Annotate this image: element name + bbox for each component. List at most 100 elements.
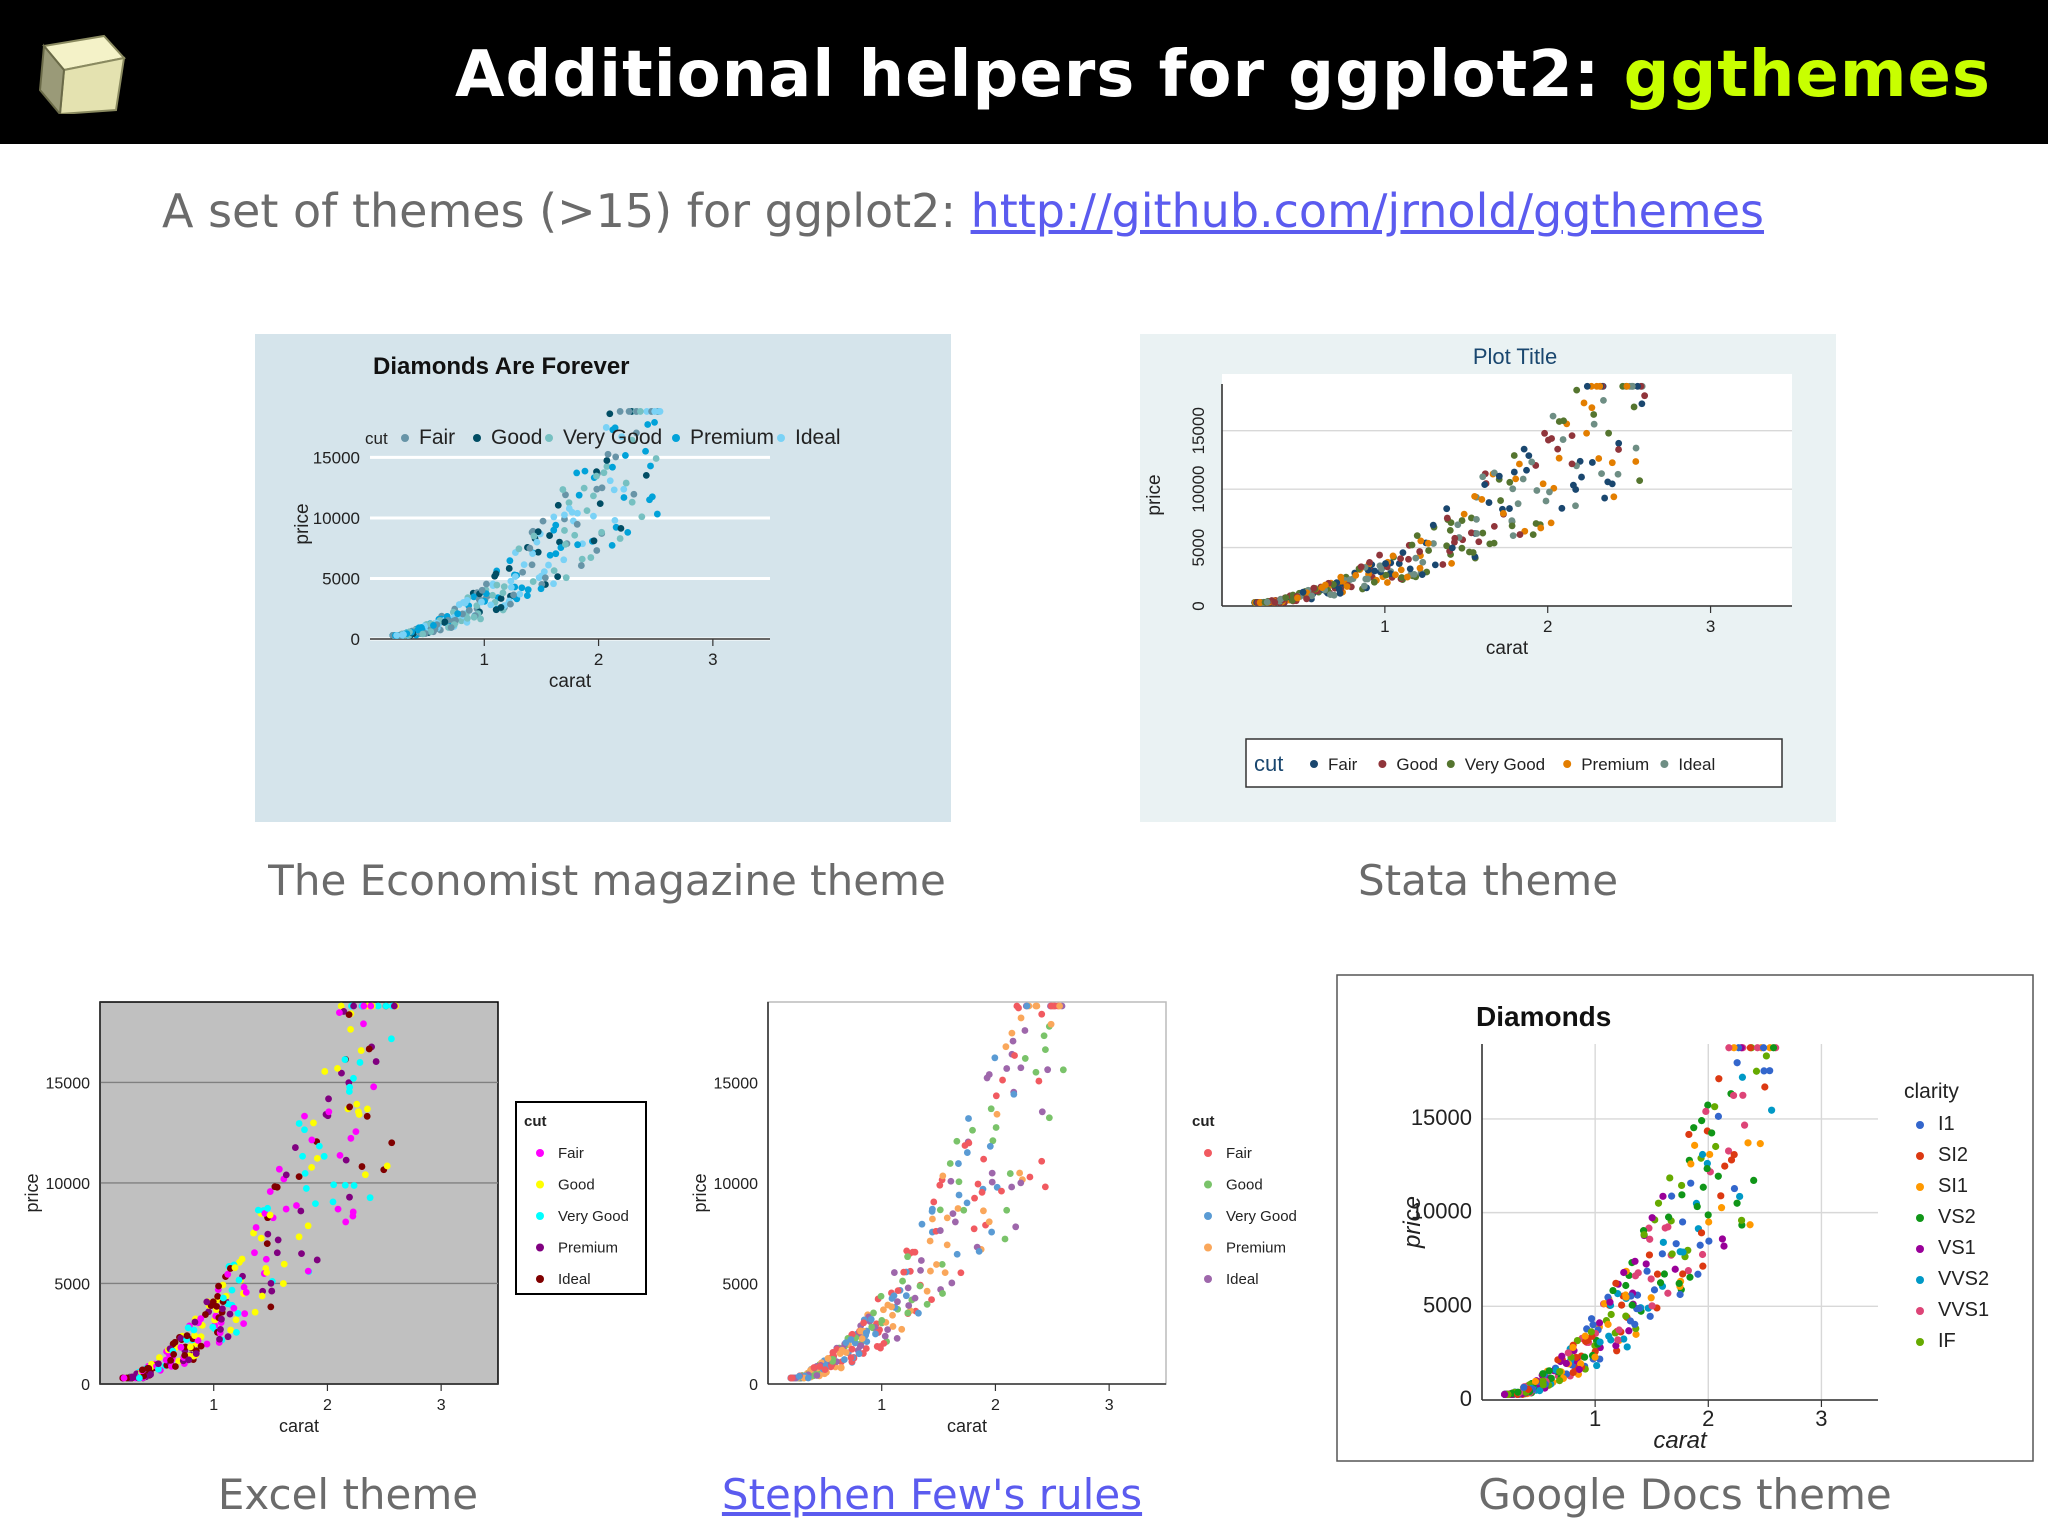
data-point	[1040, 1032, 1048, 1040]
data-point	[1691, 1141, 1699, 1149]
data-point	[894, 1287, 902, 1295]
x-tick-label: 1	[209, 1397, 218, 1414]
page-title: Additional helpers for ggplot2: ggthemes	[455, 38, 1991, 112]
legend-key	[1204, 1180, 1212, 1189]
data-point	[1607, 1310, 1615, 1319]
data-point	[1660, 1270, 1669, 1278]
data-point	[862, 1329, 870, 1337]
data-point	[301, 1169, 309, 1177]
data-point	[266, 1211, 274, 1219]
data-point	[1715, 1075, 1723, 1083]
data-point	[352, 1128, 360, 1136]
data-point	[455, 601, 463, 608]
data-point	[250, 1229, 257, 1237]
data-point	[1303, 595, 1310, 603]
data-point	[1533, 487, 1541, 494]
data-point	[233, 1328, 240, 1336]
data-point	[856, 1327, 864, 1335]
data-point	[824, 1355, 832, 1362]
data-point	[612, 453, 620, 461]
data-point	[1641, 392, 1649, 400]
data-point	[860, 1319, 868, 1327]
data-point	[1737, 1216, 1746, 1224]
data-point	[969, 1126, 976, 1134]
legend-title: cut	[1192, 1113, 1215, 1130]
data-point	[251, 1308, 259, 1316]
data-point	[1705, 1237, 1713, 1245]
data-point	[1485, 499, 1493, 506]
data-point	[946, 1160, 954, 1167]
data-point	[1044, 1066, 1052, 1074]
data-point	[1605, 429, 1613, 437]
data-point	[1343, 583, 1351, 590]
data-point	[554, 501, 562, 509]
legend-box	[1245, 738, 1783, 788]
data-point	[338, 1069, 345, 1077]
data-point	[1590, 411, 1598, 418]
data-point	[1469, 549, 1477, 556]
caption-excel: Excel theme	[217, 1470, 479, 1519]
legend-key	[536, 1212, 544, 1220]
chart-title: Diamonds Are Forever	[373, 353, 630, 380]
data-point	[630, 490, 638, 498]
data-point	[837, 1364, 845, 1371]
data-point	[1615, 439, 1623, 447]
data-point	[1454, 521, 1462, 529]
data-point	[224, 1270, 232, 1278]
data-point	[911, 1248, 919, 1256]
caption-few-link[interactable]: Stephen Few's rules	[721, 1470, 1143, 1519]
legend-label: IF	[1938, 1330, 1956, 1352]
data-point	[461, 599, 469, 607]
data-point	[304, 1267, 312, 1275]
legend-label: VVS2	[1938, 1268, 1989, 1290]
data-point	[350, 1002, 358, 1010]
data-point	[992, 1092, 1000, 1100]
data-point	[1591, 1353, 1599, 1361]
data-point	[1595, 1319, 1604, 1327]
data-point	[1739, 1091, 1747, 1099]
data-point	[334, 1205, 342, 1213]
data-point	[139, 1366, 146, 1374]
data-point	[365, 1045, 373, 1053]
data-point	[628, 436, 636, 444]
data-point	[992, 1124, 1000, 1131]
data-point	[1756, 1140, 1764, 1148]
data-point	[357, 1047, 365, 1054]
data-point	[273, 1183, 281, 1191]
data-point	[899, 1277, 906, 1285]
data-point	[1711, 1103, 1719, 1111]
data-point	[447, 624, 455, 631]
data-point	[470, 593, 478, 601]
data-point	[546, 532, 553, 539]
legend-label: Good	[1396, 755, 1438, 774]
data-point	[923, 1287, 931, 1295]
data-point	[983, 1074, 991, 1082]
data-point	[1625, 1327, 1633, 1335]
data-point	[258, 1292, 266, 1300]
data-point	[933, 1261, 940, 1268]
data-point	[367, 1002, 375, 1010]
data-point	[1720, 1242, 1728, 1250]
legend-label: Very Good	[1226, 1208, 1297, 1225]
data-point	[346, 1103, 354, 1111]
data-point	[904, 1253, 911, 1261]
data-point	[492, 606, 500, 614]
title-prefix: Additional helpers for ggplot2:	[455, 38, 1624, 112]
data-point	[873, 1343, 881, 1350]
data-point	[539, 517, 547, 525]
github-link[interactable]: http://github.com/jrnold/ggthemes	[970, 184, 1765, 238]
data-point	[900, 1268, 908, 1276]
y-tick-label: 5000	[54, 1276, 90, 1293]
data-point	[390, 1002, 398, 1010]
data-point	[241, 1310, 249, 1318]
data-point	[523, 592, 531, 600]
data-point	[263, 1240, 271, 1248]
data-point	[1399, 549, 1407, 557]
data-point	[949, 1210, 957, 1218]
data-point	[1514, 500, 1522, 508]
data-point	[902, 1292, 910, 1300]
data-point	[991, 1054, 999, 1062]
data-point	[1690, 1124, 1698, 1132]
data-point	[1416, 548, 1424, 555]
data-point	[1424, 539, 1432, 547]
